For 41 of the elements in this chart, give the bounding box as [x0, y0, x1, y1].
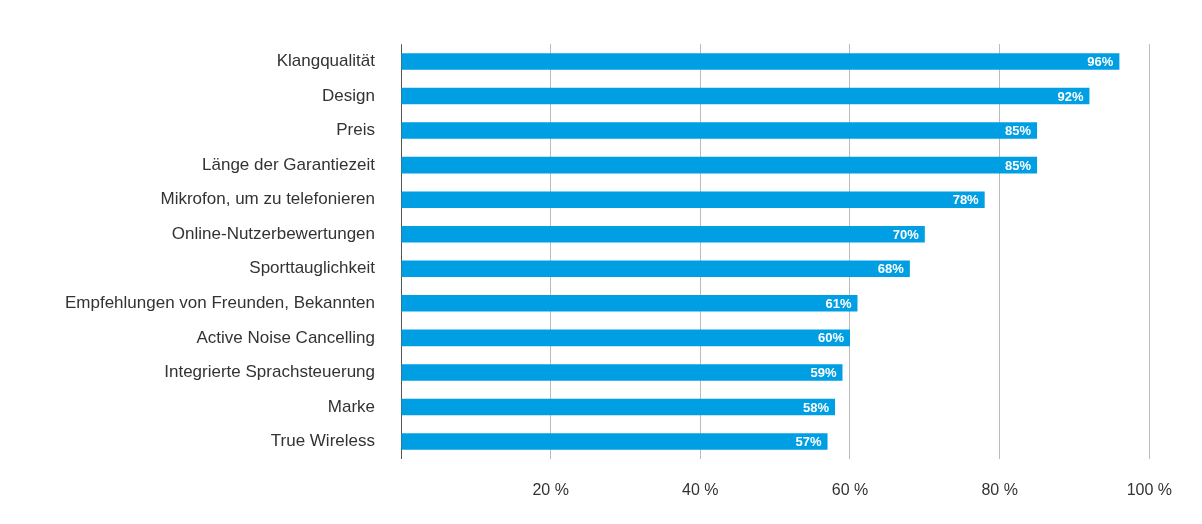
y-tick-label: Marke	[327, 396, 375, 416]
y-tick-label: Klangqualität	[276, 51, 376, 71]
bar	[401, 260, 910, 278]
y-tick-label: Länge der Garantiezeit	[202, 154, 376, 174]
x-tick-label: 60 %	[831, 480, 869, 498]
bar	[401, 295, 858, 312]
bar	[401, 122, 1038, 139]
bar	[401, 156, 1038, 174]
y-tick-label: Sporttauglichkeit	[249, 258, 376, 278]
y-tick-label: Preis	[336, 120, 375, 140]
y-tick-label: Mikrofon, um zu telefonieren	[160, 189, 375, 209]
bar	[401, 364, 843, 381]
data-label: 58%	[802, 399, 830, 415]
x-tick-label: 100 %	[1126, 480, 1172, 498]
data-label: 85%	[1005, 123, 1032, 139]
bar	[401, 225, 925, 243]
y-tick-label: Empfehlungen von Freunden, Bekannten	[64, 293, 375, 313]
bar	[401, 53, 1120, 70]
y-tick-label: Design	[322, 85, 375, 105]
y-tick-label: Integrierte Sprachsteuerung	[164, 362, 375, 382]
x-tick-label: 40 %	[682, 480, 719, 498]
data-label: 57%	[795, 434, 822, 450]
bar	[401, 329, 850, 347]
bar	[401, 191, 985, 208]
y-tick-label: Active Noise Cancelling	[196, 327, 375, 347]
y-tick-label: True Wireless	[270, 431, 375, 451]
data-label: 70%	[892, 226, 920, 242]
data-label: 78%	[952, 192, 980, 208]
y-tick-label: Online-Nutzerbewertungen	[171, 223, 375, 243]
data-label: 61%	[825, 295, 852, 311]
data-label: 68%	[877, 261, 905, 277]
data-label: 59%	[810, 365, 837, 380]
data-label: 85%	[1005, 157, 1032, 173]
bar	[401, 433, 828, 450]
data-label: 92%	[1057, 88, 1084, 104]
data-label: 60%	[817, 330, 845, 346]
x-tick-label: 80 %	[981, 480, 1018, 498]
bar	[401, 398, 836, 416]
data-label: 96%	[1087, 54, 1114, 70]
bar	[401, 87, 1090, 105]
x-tick-label: 20 %	[532, 480, 569, 498]
